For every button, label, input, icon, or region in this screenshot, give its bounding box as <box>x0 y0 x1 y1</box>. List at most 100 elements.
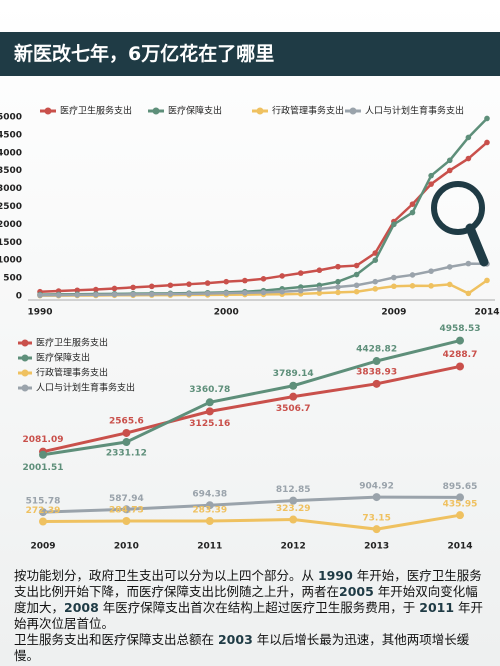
point <box>335 289 341 296</box>
point <box>316 290 323 296</box>
point <box>186 291 192 297</box>
series-line <box>39 141 488 293</box>
point <box>289 381 298 390</box>
data-label: 4428.82 <box>356 345 397 355</box>
point <box>223 278 230 285</box>
data-label: 3360.78 <box>189 385 230 395</box>
data-label: 73.15 <box>362 514 390 524</box>
x-tick-label: 2011 <box>197 542 222 552</box>
point <box>316 286 323 292</box>
series-line <box>42 513 461 531</box>
point <box>289 392 298 401</box>
x-tick-label: 2014 <box>447 542 472 552</box>
point <box>111 291 118 298</box>
point <box>93 286 99 293</box>
x-tick-label: 2012 <box>281 542 306 552</box>
data-label: 4288.7 <box>443 350 478 360</box>
x-tick-label: 2014 <box>474 308 499 318</box>
point <box>335 278 341 285</box>
point <box>167 291 174 297</box>
point <box>279 273 285 279</box>
legend-label: 医疗保障支出 <box>168 105 222 117</box>
point <box>446 157 453 164</box>
point <box>148 291 155 298</box>
point <box>409 272 416 278</box>
point <box>289 496 298 505</box>
data-label: 2001.51 <box>23 463 64 473</box>
data-label: 895.65 <box>443 482 478 492</box>
highlight: 2011 <box>419 600 455 615</box>
point <box>122 505 131 514</box>
legend-label: 人口与计划生育事务支出 <box>36 382 135 394</box>
point <box>111 285 118 292</box>
data-label: 283.39 <box>192 506 227 516</box>
data-label: 435.95 <box>443 500 478 510</box>
point <box>260 289 267 296</box>
y-tick-label: 3500 <box>0 166 22 176</box>
data-label: 272.39 <box>26 506 61 516</box>
point <box>353 262 360 269</box>
legend-marker <box>21 339 29 347</box>
point <box>465 134 472 141</box>
text-run: 年以后增长最为迅速，其他两项增长缓慢。 <box>14 632 470 663</box>
x-tick-label: 2009 <box>30 542 55 552</box>
point <box>391 221 397 228</box>
point <box>428 181 434 187</box>
x-tick-label: 2009 <box>381 308 406 318</box>
x-tick-label: 2013 <box>364 542 389 552</box>
point <box>465 290 472 297</box>
y-tick-label: 2500 <box>0 202 22 212</box>
point <box>353 282 360 289</box>
legend-label: 医疗卫生服务支出 <box>60 105 132 117</box>
point <box>297 287 304 294</box>
data-label: 2081.09 <box>23 435 64 445</box>
point <box>372 357 381 366</box>
highlight: 1990 <box>317 568 353 583</box>
series-line <box>42 339 461 457</box>
point <box>74 287 81 294</box>
title: 新医改七年，6万亿花在了哪里 <box>0 32 500 76</box>
point <box>446 167 453 174</box>
y-tick-label: 500 <box>3 274 22 284</box>
point <box>130 284 136 291</box>
point <box>204 280 211 286</box>
text-run: 年开始再次位居首位。 <box>14 600 484 631</box>
point <box>186 281 192 287</box>
point <box>372 493 381 502</box>
point <box>372 286 379 292</box>
point <box>465 155 472 162</box>
point <box>148 283 155 290</box>
point <box>39 508 47 517</box>
data-label: 3789.14 <box>273 369 314 379</box>
point <box>484 277 490 284</box>
x-tick-label: 2000 <box>214 308 239 318</box>
point <box>223 290 230 296</box>
legend-label: 医疗卫生服务支出 <box>36 337 108 349</box>
text-run: 卫生服务支出和医疗保障支出总额在 <box>14 632 218 647</box>
point <box>205 517 214 526</box>
point <box>372 250 379 256</box>
data-label: 2331.12 <box>106 449 147 459</box>
highlight: 2003 <box>217 632 253 647</box>
data-label: 904.92 <box>359 482 394 492</box>
legend-label: 医疗保障支出 <box>36 352 90 364</box>
paragraph: 按功能划分，政府卫生支出可以分为以上四个部分。从 1990 年开始，医疗卫生服务… <box>14 568 490 632</box>
point <box>456 336 464 345</box>
point <box>391 283 397 290</box>
data-label: 3838.93 <box>356 367 397 377</box>
text-run: 年医疗保障支出首次在结构上超过医疗卫生服务费用，于 <box>98 600 420 615</box>
legend-marker <box>44 107 52 115</box>
point <box>289 515 298 524</box>
data-label: 694.38 <box>192 490 227 500</box>
point <box>242 277 248 284</box>
y-tick-label: 0 <box>16 292 22 302</box>
legend-marker <box>21 369 29 377</box>
y-tick-label: 2000 <box>0 220 22 230</box>
point <box>55 292 62 298</box>
y-tick-label: 1500 <box>0 238 22 248</box>
point <box>122 517 131 526</box>
point <box>372 379 381 388</box>
point <box>428 283 434 289</box>
description: 按功能划分，政府卫生支出可以分为以上四个部分。从 1990 年开始，医疗卫生服务… <box>14 568 490 664</box>
